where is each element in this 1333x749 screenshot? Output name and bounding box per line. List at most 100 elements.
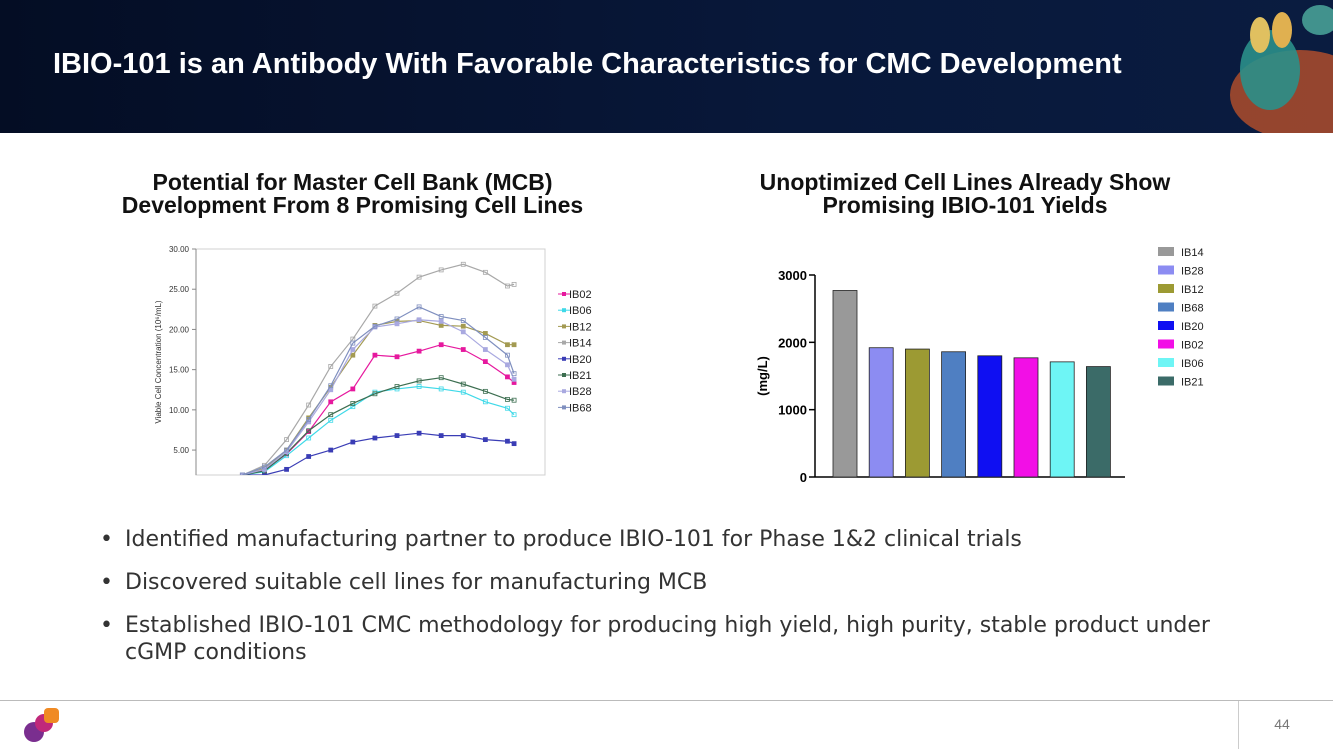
legend-label: IB28 [1181,266,1204,278]
point [511,342,517,348]
point [394,290,400,296]
point [306,428,312,434]
legend-marker [562,308,566,313]
footer-line [0,700,1333,701]
y-axis-label: Viable Cell Concentration (10⁶/mL) [154,300,163,424]
bullet: Discovered suitable cell lines for manuf… [100,569,1260,596]
y-tick-label: 10.00 [169,406,190,415]
point [416,274,422,280]
legend-swatch [1158,265,1174,275]
legend-marker [562,324,566,329]
legend-swatch [1158,302,1174,312]
legend-swatch [1158,358,1174,367]
legend-label: IB06 [1181,358,1204,370]
point [328,364,334,369]
point [372,435,378,441]
point [438,267,444,273]
bullet-list: Identified manufacturing partner to prod… [100,526,1260,666]
point [438,386,444,392]
plot-area [239,261,517,475]
point [306,417,312,422]
legend-swatch [1158,247,1174,256]
legend-swatch [1158,339,1174,349]
legend-label: IB12 [1181,284,1204,296]
point [482,269,488,275]
legend-marker [562,405,566,410]
point [306,454,312,459]
point [511,397,517,403]
point [328,399,334,405]
y-tick-label: 2000 [778,335,807,350]
legend-swatch [1158,376,1174,386]
point [505,396,510,402]
bar [1049,361,1075,478]
point [306,435,312,441]
point [438,433,444,438]
point [328,447,334,453]
point [505,438,510,444]
point [511,281,517,287]
legend-label: IB20 [1181,321,1204,333]
y-tick-label: 5.00 [173,446,189,455]
point [416,348,422,354]
y-axis-label: (mg/L) [755,356,770,396]
point [505,283,510,289]
point [482,347,488,352]
bar [832,290,858,478]
series-line [242,319,515,475]
point [460,389,466,395]
y-tick-label: 20.00 [169,325,190,334]
point [350,386,356,392]
point [460,329,466,335]
point [394,354,400,360]
chart-title: Potential for Master Cell Bank (MCB) Dev… [121,169,584,218]
y-tick-label: 15.00 [169,366,190,375]
divider [1238,701,1239,749]
series-line [242,432,515,475]
line-chart: 5.00 10.00 15.00 20.00 25.00 30.00 Viable Cell… [154,245,592,476]
point [460,347,466,352]
bar [904,348,930,478]
point [438,318,444,324]
legend-label: IB02 [569,289,592,301]
point [416,304,422,310]
series-line [242,319,515,475]
bullet: Identified manufacturing partner to prod… [100,526,1260,553]
point [438,314,444,319]
point [438,342,444,348]
series-line [242,377,515,475]
legend-marker [562,292,566,296]
point [284,466,289,472]
header: IBIO-101 is an Antibody With Favorable C… [0,0,1333,133]
series-line [242,306,515,475]
page-number: 44 [1274,716,1290,732]
point [460,323,466,329]
point [350,340,356,346]
point [505,342,510,348]
point [482,388,488,394]
point [460,381,466,387]
y-tick-label: 25.00 [169,285,190,294]
point [505,374,510,380]
legend-label: IB14 [569,338,592,350]
point [350,439,356,445]
legend-swatch [1158,321,1174,330]
point [416,317,422,323]
point [350,352,356,358]
legend-label: IB02 [1181,340,1204,352]
point [284,437,289,443]
point [505,362,510,368]
point [416,384,422,389]
bullet: Established IBIO-101 CMC methodology for… [100,612,1260,666]
point [394,384,400,389]
point [438,375,444,381]
legend-label: IB20 [569,354,592,366]
point [482,331,488,336]
point [350,347,356,352]
point [482,359,488,364]
legend-marker [562,389,566,394]
legend-label: IB28 [569,386,592,398]
legend-swatch [1158,284,1174,293]
point [505,405,510,411]
